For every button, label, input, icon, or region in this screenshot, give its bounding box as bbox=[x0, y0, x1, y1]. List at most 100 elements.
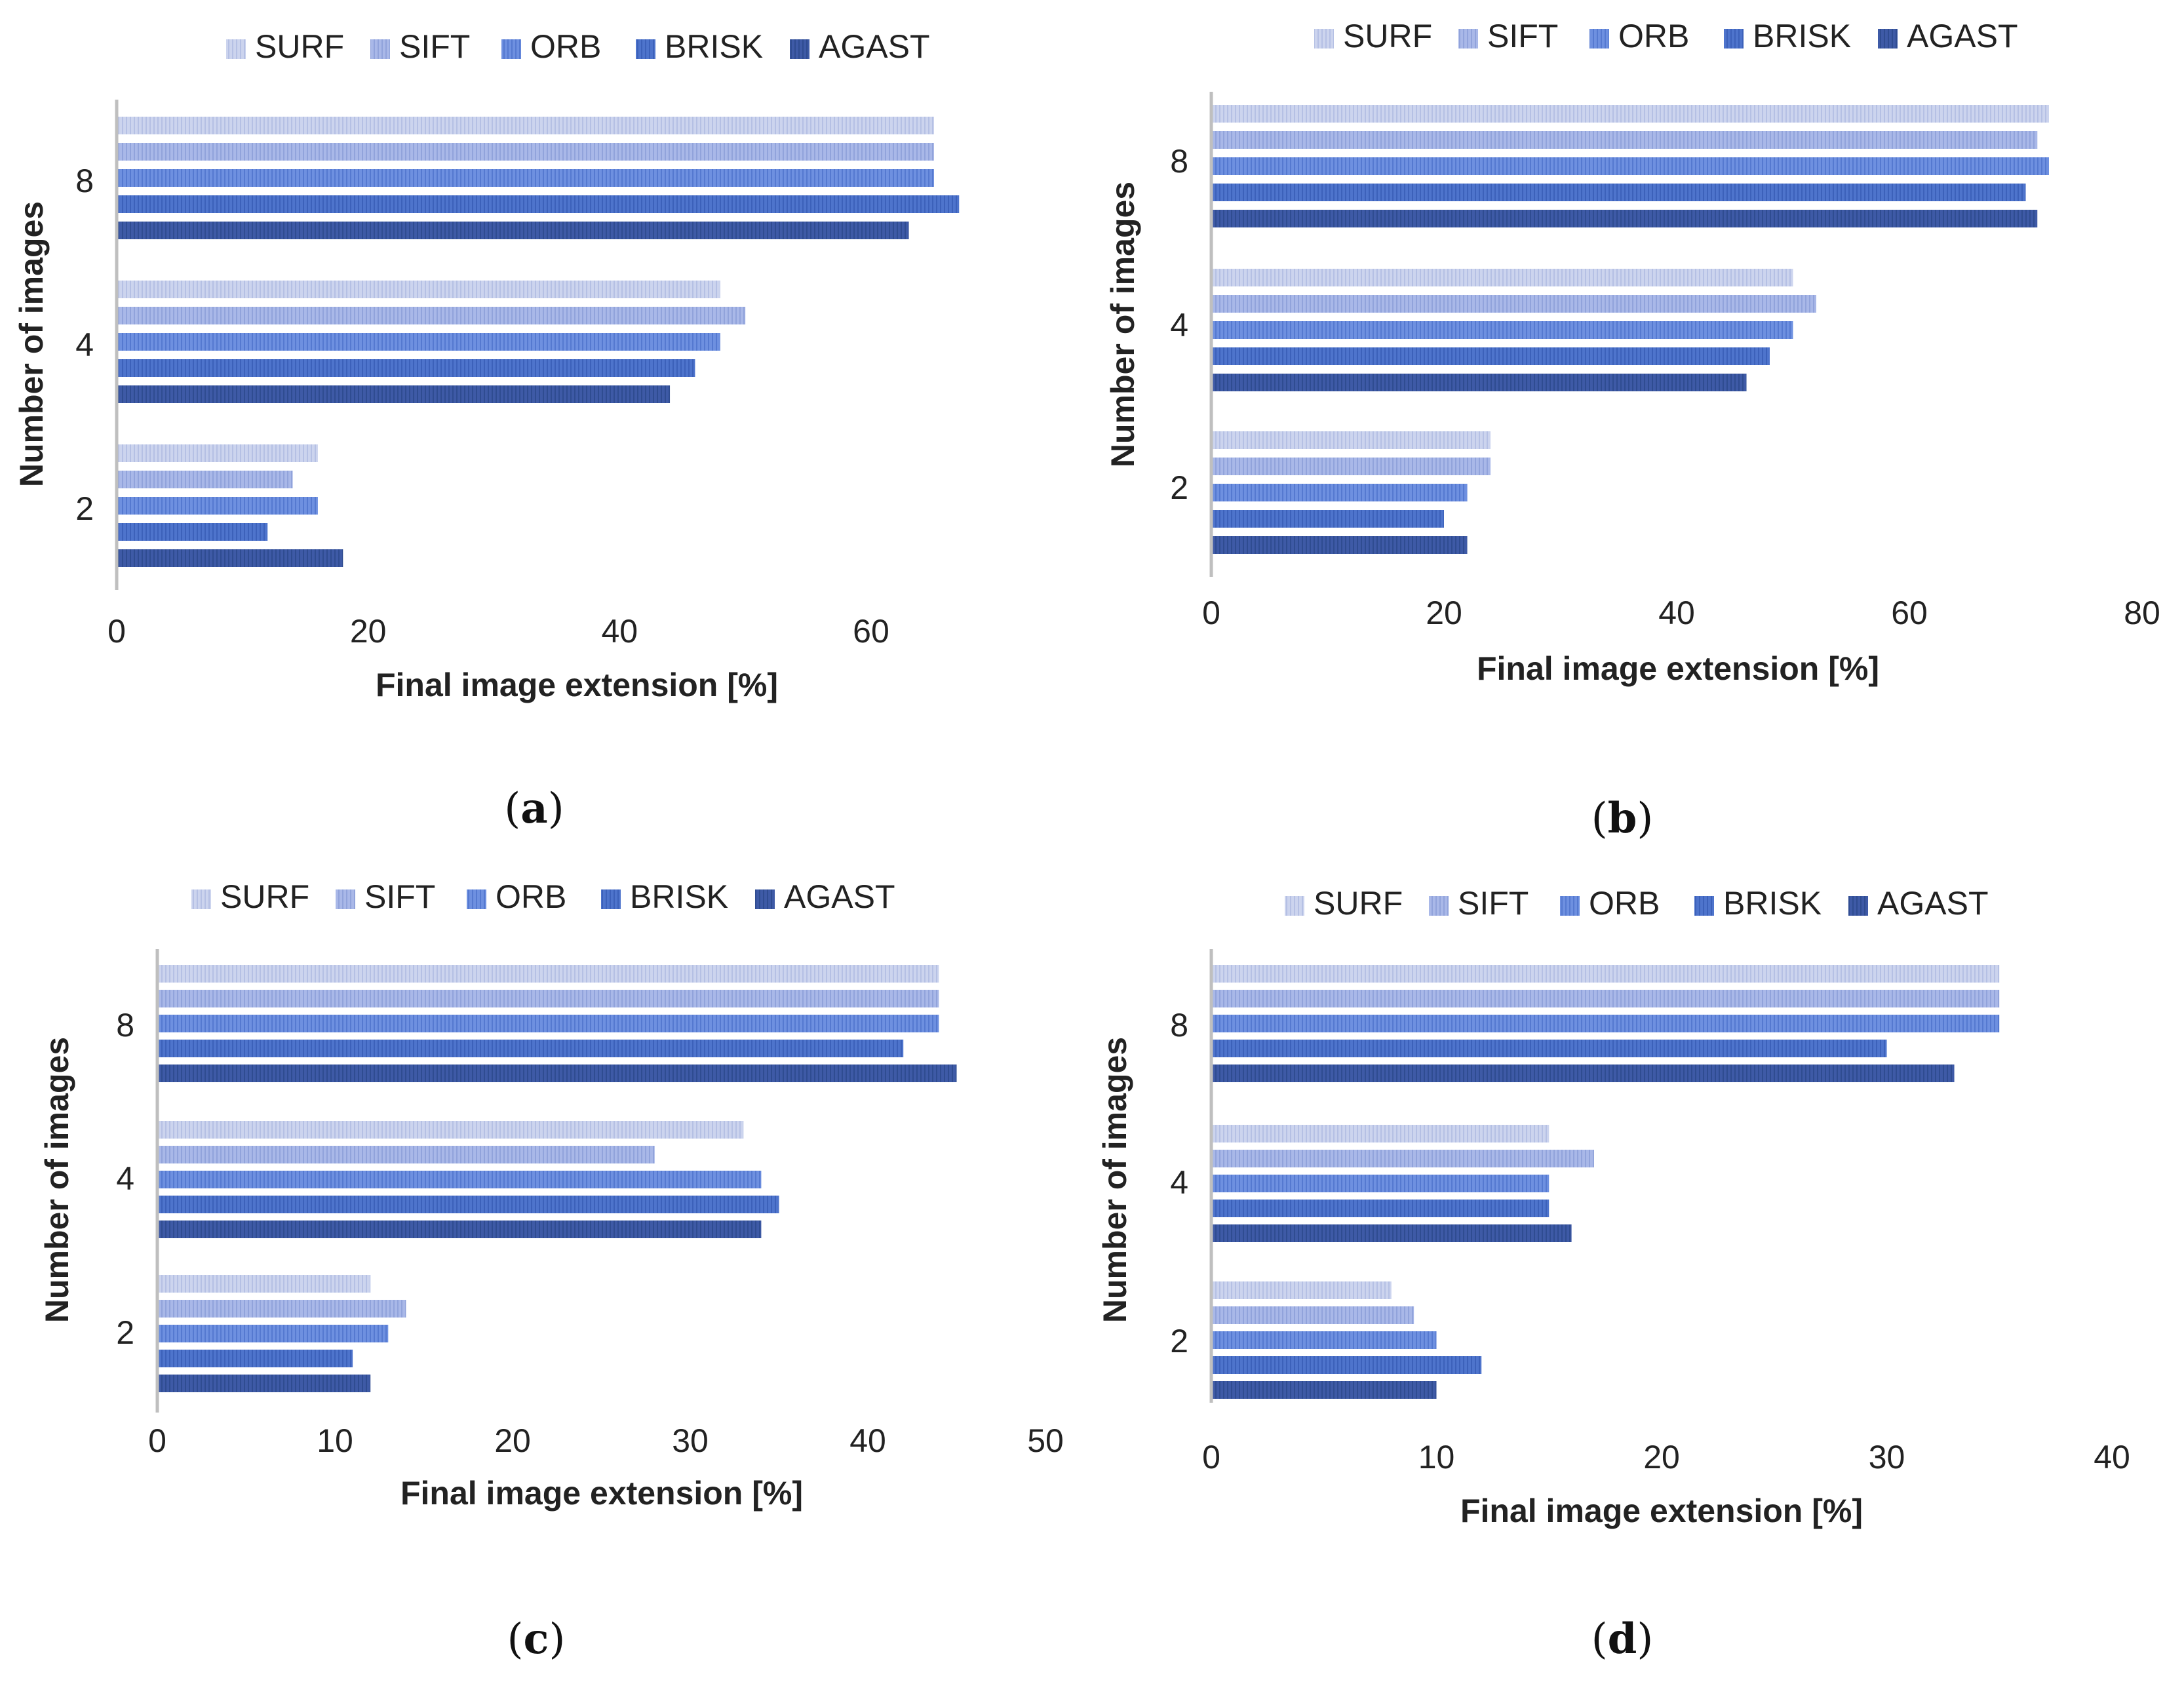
x-tick-label: 0 bbox=[1202, 1439, 1220, 1475]
legend-label-sift: SIFT bbox=[364, 878, 435, 915]
legend-label-agast: AGAST bbox=[1907, 18, 2018, 54]
x-tick-label: 60 bbox=[1891, 595, 1928, 631]
bar-surf-8 bbox=[1211, 965, 2000, 983]
bar-orb-4 bbox=[157, 1171, 762, 1188]
y-axis-label: Number of images bbox=[1104, 182, 1141, 467]
bar-surf-4 bbox=[1211, 1125, 1550, 1142]
legend-swatch-agast bbox=[790, 39, 809, 59]
bar-sift-8 bbox=[157, 990, 939, 1007]
bar-sift-2 bbox=[117, 471, 293, 488]
bar-agast-2 bbox=[117, 549, 343, 567]
y-tick-label: 4 bbox=[116, 1160, 134, 1197]
x-tick-label: 60 bbox=[853, 613, 889, 650]
bar-brisk-8 bbox=[1211, 1040, 1887, 1057]
legend-label-agast: AGAST bbox=[1877, 885, 1988, 922]
legend-label-sift: SIFT bbox=[1487, 18, 1558, 54]
bar-agast-8 bbox=[1211, 1064, 1955, 1082]
x-tick-label: 0 bbox=[148, 1422, 166, 1459]
bar-sift-4 bbox=[1211, 295, 1816, 313]
bar-brisk-2 bbox=[1211, 510, 1444, 528]
y-axis-label: Number of images bbox=[39, 1037, 75, 1323]
bar-agast-2 bbox=[1211, 1381, 1437, 1399]
x-tick-label: 40 bbox=[602, 613, 638, 650]
x-tick-label: 40 bbox=[1658, 595, 1695, 631]
bar-brisk-4 bbox=[117, 359, 695, 377]
bar-sift-8 bbox=[1211, 990, 2000, 1007]
legend-swatch-sift bbox=[1429, 896, 1449, 916]
legend-label-sift: SIFT bbox=[1458, 885, 1529, 922]
legend-swatch-sift bbox=[370, 39, 390, 59]
bar-brisk-8 bbox=[1211, 184, 2026, 201]
bar-sift-4 bbox=[117, 307, 746, 324]
legend-swatch-orb bbox=[467, 889, 486, 909]
legend-swatch-surf bbox=[191, 889, 211, 909]
panel-caption: (d) bbox=[1591, 1614, 1654, 1664]
legend-label-sift: SIFT bbox=[399, 28, 470, 65]
y-tick-label: 2 bbox=[1170, 1323, 1188, 1359]
bar-brisk-2 bbox=[117, 523, 268, 541]
panel-caption: (a) bbox=[504, 784, 564, 833]
y-axis-label: Number of images bbox=[13, 201, 50, 487]
bar-agast-4 bbox=[157, 1221, 762, 1238]
bar-brisk-8 bbox=[157, 1040, 904, 1057]
x-tick-label: 40 bbox=[2094, 1439, 2130, 1475]
bar-orb-2 bbox=[117, 497, 318, 515]
legend-label-orb: ORB bbox=[1589, 885, 1660, 922]
legend: SURF SIFT ORB BRISK AGAST bbox=[226, 28, 929, 65]
legend-label-brisk: BRISK bbox=[630, 878, 728, 915]
bar-sift-8 bbox=[117, 143, 934, 161]
legend-label-surf: SURF bbox=[1314, 885, 1403, 922]
bar-orb-4 bbox=[1211, 1175, 1550, 1192]
x-tick-label: 20 bbox=[1426, 595, 1462, 631]
bar-brisk-2 bbox=[157, 1350, 353, 1367]
legend-swatch-surf bbox=[1314, 29, 1334, 49]
legend: SURF SIFT ORB BRISK AGAST bbox=[1314, 18, 2018, 54]
bar-surf-8 bbox=[1211, 105, 2049, 123]
panel-caption: (c) bbox=[507, 1614, 566, 1664]
bar-surf-2 bbox=[1211, 1281, 1392, 1299]
x-tick-label: 0 bbox=[107, 613, 126, 650]
legend-swatch-brisk bbox=[1694, 896, 1714, 916]
bar-surf-2 bbox=[1211, 431, 1491, 449]
x-axis-label: Final image extension [%] bbox=[376, 667, 778, 703]
legend-swatch-brisk bbox=[601, 889, 621, 909]
y-tick-label: 2 bbox=[1170, 469, 1188, 506]
legend-label-orb: ORB bbox=[1618, 18, 1689, 54]
bar-agast-4 bbox=[1211, 1224, 1572, 1242]
x-tick-label: 20 bbox=[1643, 1439, 1680, 1475]
panel-caption: (b) bbox=[1591, 794, 1654, 843]
x-tick-label: 30 bbox=[1869, 1439, 1905, 1475]
x-tick-label: 20 bbox=[494, 1422, 531, 1459]
bar-surf-2 bbox=[117, 444, 318, 462]
legend-label-brisk: BRISK bbox=[1723, 885, 1822, 922]
y-tick-label: 4 bbox=[1170, 307, 1188, 343]
legend-swatch-surf bbox=[1285, 896, 1304, 916]
bar-surf-4 bbox=[157, 1121, 744, 1139]
y-tick-label: 4 bbox=[1170, 1164, 1188, 1201]
x-axis-label: Final image extension [%] bbox=[1460, 1493, 1863, 1529]
legend-swatch-surf bbox=[226, 39, 246, 59]
legend-swatch-orb bbox=[1589, 29, 1609, 49]
y-tick-label: 2 bbox=[75, 490, 94, 527]
bar-brisk-4 bbox=[157, 1196, 779, 1213]
bar-brisk-2 bbox=[1211, 1356, 1482, 1374]
y-tick-label: 8 bbox=[116, 1007, 134, 1044]
y-tick-label: 2 bbox=[116, 1314, 134, 1351]
bar-surf-2 bbox=[157, 1275, 371, 1293]
legend-label-orb: ORB bbox=[530, 28, 601, 65]
bar-surf-4 bbox=[117, 281, 720, 298]
y-tick-label: 8 bbox=[1170, 1007, 1188, 1044]
bar-orb-4 bbox=[1211, 321, 1793, 339]
legend-label-surf: SURF bbox=[1343, 18, 1432, 54]
bar-sift-4 bbox=[157, 1146, 655, 1163]
legend-label-orb: ORB bbox=[496, 878, 566, 915]
x-tick-label: 10 bbox=[1418, 1439, 1455, 1475]
legend: SURF SIFT ORB BRISK AGAST bbox=[1285, 885, 1988, 922]
bar-orb-2 bbox=[1211, 1331, 1437, 1349]
bar-surf-4 bbox=[1211, 269, 1793, 286]
legend-swatch-agast bbox=[1878, 29, 1898, 49]
bar-sift-4 bbox=[1211, 1150, 1594, 1167]
y-tick-label: 8 bbox=[1170, 143, 1188, 180]
